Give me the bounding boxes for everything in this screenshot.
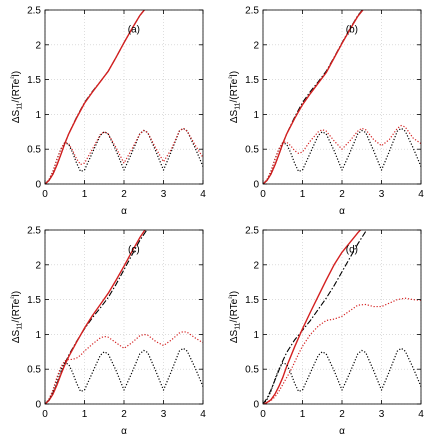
y-tick-label: 2: [253, 40, 259, 51]
y-tick-label: 0: [35, 180, 41, 191]
y-tick-label: 1: [253, 330, 259, 341]
x-tick-label: 0: [260, 189, 266, 200]
series-line-black-dotted: [45, 127, 203, 184]
series-line-red-dotted: [45, 127, 203, 184]
y-tick-label: 2: [35, 40, 41, 51]
series-line-black-dotted: [263, 347, 421, 404]
series-line-red-solid: [45, 10, 146, 184]
series-line-black-dashdot: [263, 231, 367, 404]
x-tick-label: 3: [161, 409, 167, 420]
x-tick-label: 0: [260, 409, 266, 420]
panel-label: (d): [346, 244, 358, 255]
x-tick-label: 2: [121, 189, 127, 200]
series-line-black-dotted: [263, 127, 421, 184]
y-tick-label: 1.5: [245, 75, 259, 86]
x-tick-label: 4: [418, 409, 424, 420]
series-line-red-solid: [45, 230, 146, 404]
x-tick-label: 3: [379, 189, 385, 200]
x-tick-label: 4: [418, 189, 424, 200]
y-tick-label: 0.5: [27, 145, 41, 156]
y-tick-label: 1.5: [245, 295, 259, 306]
series-line-red-dotted: [45, 331, 203, 404]
x-tick-label: 1: [300, 409, 306, 420]
panel-3: 0 1 2 3 4 0 0.5 1 1.5 2 2.5 α ΔS11/(RTe²l) (c): [11, 226, 207, 436]
y-axis-label: ΔS11/(RTe²l): [11, 71, 24, 123]
y-axis-label: ΔS11/(RTe²l): [229, 291, 242, 343]
y-tick-label: 0: [253, 400, 259, 411]
series-line-black-dotted: [45, 347, 203, 404]
panel-label: (b): [346, 24, 358, 35]
y-tick-label: 1: [35, 330, 41, 341]
y-tick-label: 0: [35, 400, 41, 411]
y-axis-label: ΔS11/(RTe²l): [11, 291, 24, 343]
series-line-red-dotted: [263, 124, 421, 184]
x-tick-label: 1: [82, 409, 88, 420]
x-tick-label: 0: [42, 189, 48, 200]
y-tick-label: 1.5: [27, 295, 41, 306]
y-tick-label: 2.5: [245, 6, 259, 17]
x-tick-label: 0: [42, 409, 48, 420]
x-tick-label: 2: [339, 409, 345, 420]
y-tick-label: 2.5: [27, 6, 41, 17]
y-tick-label: 2: [253, 260, 259, 271]
y-tick-label: 2: [35, 260, 41, 271]
series-line-red-dotted: [263, 297, 421, 404]
x-axis-label: α: [339, 426, 345, 436]
x-axis-label: α: [339, 206, 345, 217]
panel-4: 0 1 2 3 4 0 0.5 1 1.5 2 2.5 α ΔS11/(RTe²l) (d): [229, 226, 425, 436]
x-tick-label: 4: [200, 409, 206, 420]
series-line-red-solid: [263, 10, 364, 184]
x-axis-label: α: [121, 206, 127, 217]
x-tick-label: 1: [300, 189, 306, 200]
panel-label: (a): [128, 24, 140, 35]
y-tick-label: 0.5: [245, 365, 259, 376]
y-tick-label: 1.5: [27, 75, 41, 86]
y-tick-label: 1: [35, 110, 41, 121]
x-axis-label: α: [121, 426, 127, 436]
panel-2: 0 1 2 3 4 0 0.5 1 1.5 2 2.5 α ΔS11/(RTe²l) (b): [229, 6, 425, 218]
x-tick-label: 2: [121, 409, 127, 420]
y-tick-label: 2.5: [245, 226, 259, 237]
y-tick-label: 2.5: [27, 226, 41, 237]
x-tick-label: 3: [161, 189, 167, 200]
x-tick-label: 2: [339, 189, 345, 200]
x-tick-label: 3: [379, 409, 385, 420]
y-tick-label: 0.5: [27, 365, 41, 376]
y-tick-label: 0: [253, 180, 259, 191]
y-axis-label: ΔS11/(RTe²l): [229, 71, 242, 123]
y-tick-label: 0.5: [245, 145, 259, 156]
series-line-red-solid: [263, 230, 362, 404]
panel-1: 0 1 2 3 4 0 0.5 1 1.5 2 2.5 α ΔS11/(RTe²l) (a): [11, 6, 207, 218]
panel-label: (c): [128, 244, 140, 255]
x-tick-label: 4: [200, 189, 206, 200]
x-tick-label: 1: [82, 189, 88, 200]
y-tick-label: 1: [253, 110, 259, 121]
